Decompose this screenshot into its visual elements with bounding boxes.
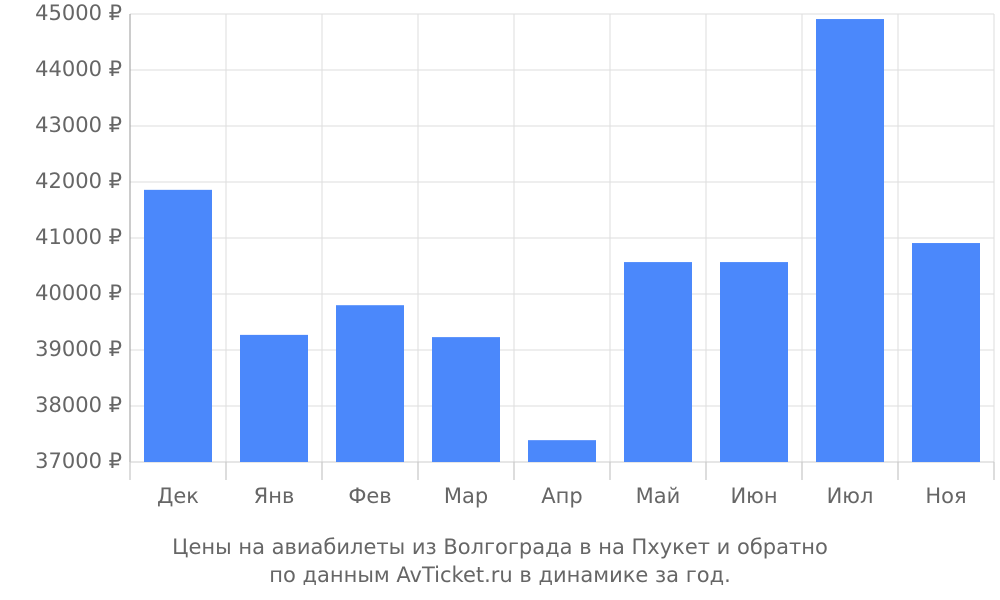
x-tick-label: Июл (827, 484, 874, 508)
x-tick-label: Фев (348, 484, 391, 508)
bar (336, 305, 404, 462)
chart-title: Цены на авиабилеты из Волгограда в на Пх… (172, 535, 828, 559)
y-tick-label: 37000 ₽ (35, 449, 122, 473)
bar (912, 243, 980, 462)
y-tick-label: 44000 ₽ (35, 57, 122, 81)
x-tick-label: Мар (444, 484, 488, 508)
chart-title: по данным AvTicket.ru в динамике за год. (269, 563, 731, 587)
bar (528, 440, 596, 462)
x-tick-label: Ноя (925, 484, 966, 508)
y-tick-label: 45000 ₽ (35, 1, 122, 25)
bar (816, 19, 884, 462)
bar (432, 337, 500, 462)
y-tick-label: 38000 ₽ (35, 393, 122, 417)
x-tick-label: Дек (157, 484, 199, 508)
y-tick-label: 39000 ₽ (35, 337, 122, 361)
y-tick-label: 42000 ₽ (35, 169, 122, 193)
bar (144, 189, 212, 462)
x-tick-label: Май (636, 484, 681, 508)
bar (624, 262, 692, 462)
bar (240, 334, 308, 462)
y-tick-label: 43000 ₽ (35, 113, 122, 137)
x-tick-label: Июн (730, 484, 777, 508)
x-tick-label: Апр (541, 484, 582, 508)
y-tick-label: 40000 ₽ (35, 281, 122, 305)
x-tick-label: Янв (254, 484, 295, 508)
bar (720, 262, 788, 462)
y-tick-label: 41000 ₽ (35, 225, 122, 249)
